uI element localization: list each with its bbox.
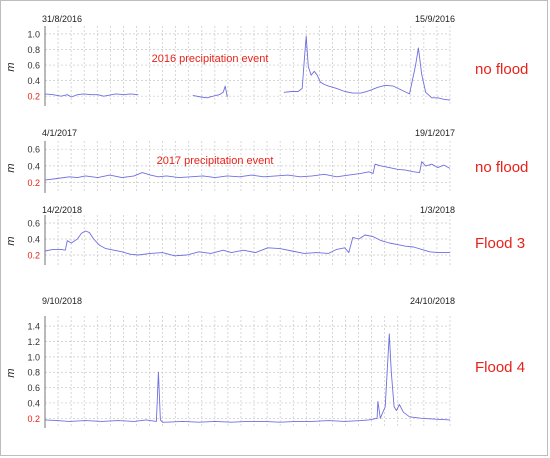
x-end-date-label: 19/1/2017 [415,128,455,138]
y-tick-label: 0.4 [27,398,40,408]
y-tick-label: 0.6 [27,61,40,71]
x-start-date-label: 31/8/2016 [42,14,82,24]
y-tick-label: 0.4 [27,76,40,86]
y-tick-label: 0.6 [27,383,40,393]
flood-status-label: Flood 3 [475,235,525,252]
y-tick-label: 0.4 [27,161,40,171]
precipitation-event-annotation: 2016 precipitation event [152,53,269,65]
flood-status-label: no flood [475,61,528,78]
x-start-date-label: 14/2/2018 [42,205,82,215]
precipitation-event-annotation: 2017 precipitation event [157,155,274,167]
y-tick-label: 0.8 [27,45,40,55]
y-tick-label: 0.8 [27,368,40,378]
y-tick-label: 0.6 [27,219,40,229]
y-tick-label: 1.0 [27,29,40,39]
y-tick-label: 0.2 [27,178,40,188]
water-level-series-segment [283,35,451,101]
x-end-date-label: 15/9/2016 [415,14,455,24]
x-start-date-label: 9/10/2018 [42,296,82,306]
flood-status-label: no flood [475,159,528,176]
y-axis-label: m [5,163,17,172]
y-tick-label: 1.4 [27,322,40,332]
x-start-date-label: 4/1/2017 [42,128,77,138]
water-level-series-segment [192,85,228,99]
y-tick-label: 0.6 [27,145,40,155]
y-tick-label: 0.2 [27,251,40,261]
water-level-series-segment [44,333,451,423]
y-tick-label: 0.2 [27,92,40,102]
y-tick-label: 0.2 [27,414,40,424]
water-level-series-segment [44,161,451,181]
y-tick-label: 1.2 [27,337,40,347]
x-end-date-label: 24/10/2018 [410,296,455,306]
y-axis-label: m [5,236,17,245]
y-axis-label: m [5,62,17,71]
water-level-series-segment [44,93,139,98]
water-level-series-segment [44,230,450,257]
y-tick-label: 1.0 [27,352,40,362]
y-axis-label: m [5,368,17,377]
x-end-date-label: 1/3/2018 [420,205,455,215]
flood-status-label: Flood 4 [475,359,525,376]
y-tick-label: 0.4 [27,235,40,245]
